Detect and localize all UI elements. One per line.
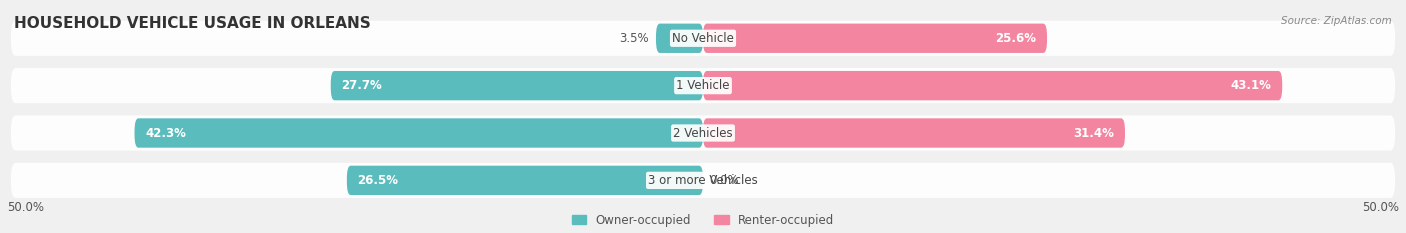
Text: 1 Vehicle: 1 Vehicle [676,79,730,92]
FancyBboxPatch shape [11,21,1395,56]
Text: 25.6%: 25.6% [995,32,1036,45]
Text: Source: ZipAtlas.com: Source: ZipAtlas.com [1281,16,1392,26]
Text: 3 or more Vehicles: 3 or more Vehicles [648,174,758,187]
Text: HOUSEHOLD VEHICLE USAGE IN ORLEANS: HOUSEHOLD VEHICLE USAGE IN ORLEANS [14,16,371,31]
FancyBboxPatch shape [135,118,703,148]
Text: 3.5%: 3.5% [620,32,650,45]
Text: 27.7%: 27.7% [342,79,382,92]
FancyBboxPatch shape [11,163,1395,198]
FancyBboxPatch shape [11,116,1395,151]
Legend: Owner-occupied, Renter-occupied: Owner-occupied, Renter-occupied [567,209,839,231]
FancyBboxPatch shape [330,71,703,100]
Text: No Vehicle: No Vehicle [672,32,734,45]
FancyBboxPatch shape [703,24,1047,53]
FancyBboxPatch shape [657,24,703,53]
Text: 2 Vehicles: 2 Vehicles [673,127,733,140]
Text: 43.1%: 43.1% [1230,79,1271,92]
Text: 26.5%: 26.5% [357,174,399,187]
Text: 50.0%: 50.0% [1362,201,1399,213]
FancyBboxPatch shape [347,166,703,195]
Text: 31.4%: 31.4% [1073,127,1114,140]
Text: 50.0%: 50.0% [7,201,44,213]
FancyBboxPatch shape [703,118,1125,148]
FancyBboxPatch shape [703,71,1282,100]
Text: 0.0%: 0.0% [710,174,740,187]
FancyBboxPatch shape [11,68,1395,103]
Text: 42.3%: 42.3% [145,127,186,140]
